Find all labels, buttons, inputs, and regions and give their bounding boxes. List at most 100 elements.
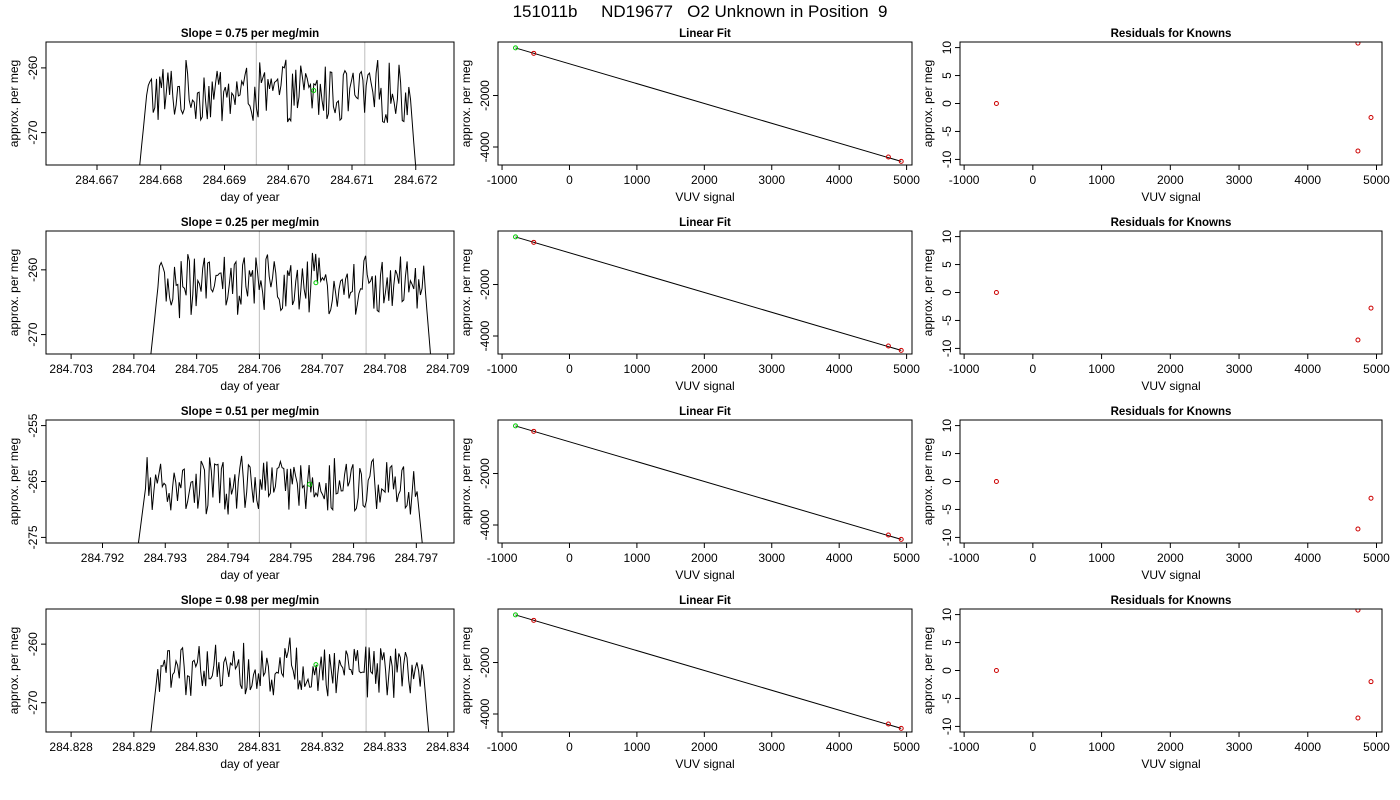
- x-tick-label: 284.829: [112, 740, 156, 754]
- fit-line: [515, 236, 902, 351]
- x-tick-label: 2000: [691, 173, 718, 187]
- y-axis-label: approx. per meg: [921, 627, 935, 714]
- plot-frame: [497, 230, 913, 355]
- x-tick-label: 5000: [893, 173, 920, 187]
- plot-frame: [959, 608, 1383, 733]
- y-axis-label: approx. per meg: [921, 60, 935, 147]
- plot-area: [513, 234, 904, 353]
- x-tick-label: 2000: [1157, 740, 1184, 754]
- data-point: [898, 725, 904, 731]
- data-point: [513, 234, 519, 240]
- panel-title: Residuals for Knowns: [1111, 28, 1232, 40]
- x-tick-label: 4000: [1294, 740, 1321, 754]
- fit-line: [515, 425, 902, 540]
- x-tick-label: 0: [566, 740, 573, 754]
- x-tick-label: 5000: [893, 551, 920, 565]
- data-point: [898, 347, 904, 353]
- y-tick-label: -4000: [478, 698, 492, 729]
- y-axis-label: approx. per meg: [7, 249, 21, 336]
- x-tick-label: 3000: [1226, 551, 1253, 565]
- data-point: [531, 50, 537, 56]
- y-tick-label: 5: [940, 639, 954, 646]
- x-tick-label: 1000: [624, 362, 651, 376]
- x-axis-label: day of year: [220, 568, 279, 582]
- unknown-marker: [311, 88, 317, 94]
- y-axis-label: approx. per meg: [459, 60, 473, 147]
- x-tick-label: 284.703: [49, 362, 93, 376]
- x-tick-label: 284.833: [363, 740, 407, 754]
- x-tick-label: 2000: [691, 362, 718, 376]
- y-tick-label: -2000: [478, 269, 492, 300]
- x-tick-label: 0: [1030, 551, 1037, 565]
- x-axis-label: day of year: [220, 757, 279, 771]
- y-tick-label: -5: [940, 126, 954, 137]
- x-tick-label: 5000: [1363, 362, 1390, 376]
- plot-frame: [959, 230, 1383, 355]
- x-tick-label: -1000: [949, 362, 980, 376]
- x-tick-label: 284.707: [300, 362, 344, 376]
- unknown-marker: [313, 280, 319, 286]
- panel-title: Residuals for Knowns: [1111, 217, 1232, 229]
- y-tick-label: -265: [26, 469, 40, 493]
- x-tick-label: -1000: [487, 740, 518, 754]
- y-axis-label: approx. per meg: [459, 249, 473, 336]
- panel-2-2: Linear Fit -1000 0 1000 2000 3000 4000 5000 -200…: [459, 217, 920, 393]
- x-tick-label: 1000: [624, 740, 651, 754]
- data-point: [1355, 148, 1361, 154]
- y-tick-label: -5: [940, 504, 954, 515]
- x-tick-label: 284.706: [238, 362, 282, 376]
- y-tick-label: -4000: [478, 320, 492, 351]
- y-tick-label: 0: [940, 100, 954, 107]
- y-axis-label: approx. per meg: [7, 438, 21, 525]
- x-tick-label: 284.794: [206, 551, 250, 565]
- x-tick-label: 284.667: [75, 173, 119, 187]
- data-series-line: [150, 252, 431, 354]
- panel-title: Slope = 0.98 per meg/min: [181, 595, 319, 607]
- data-point: [1368, 679, 1374, 685]
- unknown-marker: [307, 481, 313, 487]
- y-axis-label: approx. per meg: [7, 60, 21, 147]
- x-tick-label: 1000: [1088, 362, 1115, 376]
- data-point: [1355, 715, 1361, 721]
- x-tick-label: 284.668: [139, 173, 183, 187]
- x-tick-label: 0: [566, 362, 573, 376]
- plot-area: [993, 609, 1374, 721]
- fit-line: [515, 614, 902, 729]
- x-tick-label: 1000: [624, 173, 651, 187]
- x-tick-label: 0: [1030, 740, 1037, 754]
- panel-title: Linear Fit: [679, 217, 731, 229]
- y-tick-label: 10: [940, 230, 954, 244]
- plot-area: [513, 612, 904, 731]
- x-tick-label: 4000: [1294, 173, 1321, 187]
- y-tick-label: -275: [26, 525, 40, 549]
- x-tick-label: 284.828: [49, 740, 93, 754]
- x-tick-label: 5000: [1363, 173, 1390, 187]
- panel-3-1: Slope = 0.51 per meg/min 284.792 284.793 28…: [7, 406, 455, 582]
- data-point: [885, 154, 891, 160]
- x-tick-label: 284.834: [426, 740, 470, 754]
- data-point: [1355, 609, 1361, 613]
- x-tick-label: 284.671: [330, 173, 374, 187]
- x-tick-label: -1000: [949, 740, 980, 754]
- x-tick-label: 5000: [893, 362, 920, 376]
- data-series-line: [139, 59, 417, 165]
- panel-title: Linear Fit: [679, 406, 731, 418]
- x-tick-label: 284.708: [363, 362, 407, 376]
- x-tick-label: 2000: [1157, 362, 1184, 376]
- panel-4-2: Linear Fit -1000 0 1000 2000 3000 4000 5000 -200…: [459, 595, 920, 771]
- x-tick-label: 1000: [1088, 551, 1115, 565]
- data-point: [513, 612, 519, 618]
- x-tick-label: 4000: [826, 173, 853, 187]
- data-point: [885, 721, 891, 727]
- data-point: [993, 668, 999, 673]
- x-axis-label: VUV signal: [1141, 757, 1200, 771]
- x-tick-label: -1000: [487, 362, 518, 376]
- x-tick-label: 1000: [1088, 173, 1115, 187]
- panel-3-2: Linear Fit -1000 0 1000 2000 3000 4000 5000 -200…: [459, 406, 920, 582]
- x-tick-label: 284.704: [112, 362, 156, 376]
- x-tick-label: -1000: [949, 173, 980, 187]
- plot-area: [150, 231, 431, 354]
- data-point: [531, 428, 537, 434]
- x-axis-label: VUV signal: [675, 190, 734, 204]
